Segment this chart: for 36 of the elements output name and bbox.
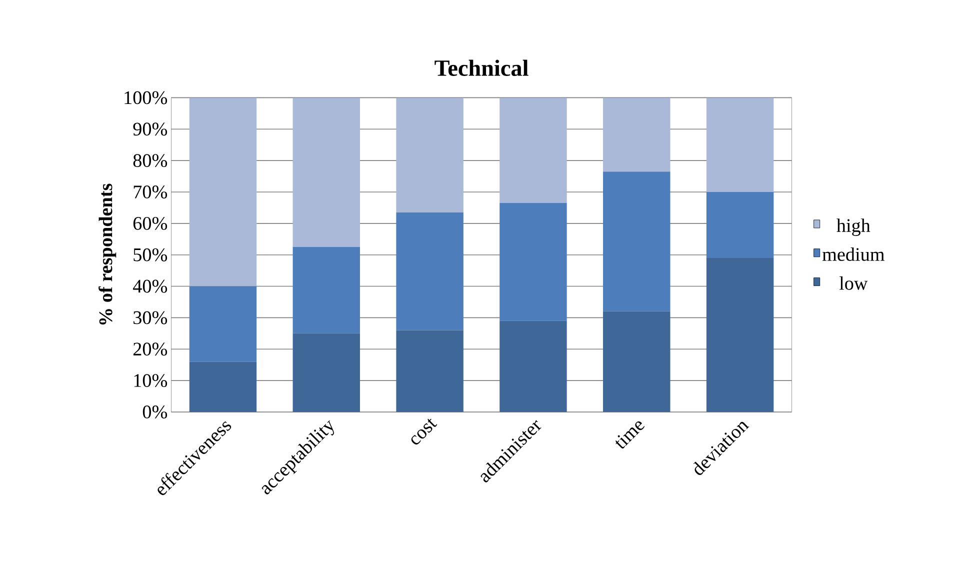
bar — [189, 98, 257, 286]
y-tick-label: 50% — [134, 248, 168, 262]
bar — [292, 246, 360, 334]
bar — [396, 330, 464, 412]
bar — [396, 98, 464, 212]
y-tick-label: 90% — [133, 122, 168, 136]
bar — [603, 311, 670, 412]
bar — [292, 333, 360, 412]
chart-title: Technical — [434, 60, 528, 76]
y-tick-label: 10% — [134, 374, 168, 387]
y-tick-label: 60% — [133, 216, 168, 230]
y-tick-label: 80% — [133, 154, 168, 167]
x-tick-label: cost — [411, 418, 438, 444]
bar — [396, 212, 464, 330]
bar — [603, 171, 670, 312]
bar — [603, 98, 670, 172]
bar — [292, 98, 360, 247]
bar — [189, 362, 257, 412]
bar — [706, 258, 774, 412]
legend-label: high — [836, 218, 870, 236]
y-axis-title: % of respondents — [98, 184, 116, 324]
bar — [189, 286, 257, 362]
legend-label: medium — [822, 247, 884, 261]
bar — [500, 202, 567, 321]
y-tick-label: 30% — [134, 311, 168, 324]
y-tick-label: 20% — [133, 342, 168, 356]
bar — [500, 98, 567, 203]
legend-label: low — [839, 276, 868, 290]
y-tick-label: 40% — [132, 280, 168, 293]
bar — [706, 98, 774, 192]
y-tick-label: 0% — [142, 405, 168, 418]
bar — [706, 192, 774, 258]
x-tick-label: time — [616, 421, 645, 448]
y-tick-label: 70% — [134, 185, 168, 198]
bar — [500, 320, 567, 412]
y-tick-label: 100% — [124, 91, 168, 104]
